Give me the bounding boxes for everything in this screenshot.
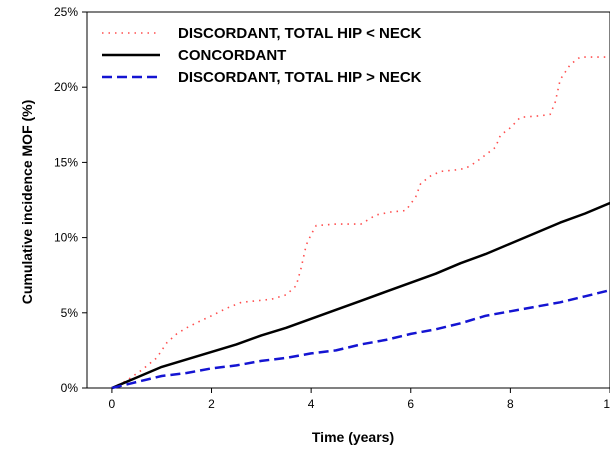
plot-area — [86, 11, 610, 389]
x-axis-title: Time (years) — [312, 429, 394, 445]
axis-ticks: 0 2 4 6 8 10 0% 5% 10% 15% 20% 25% — [54, 5, 610, 411]
series-line-1 — [111, 56, 610, 389]
legend-label-2: CONCORDANT — [178, 47, 286, 64]
legend-label-1: DISCORDANT, TOTAL HIP < NECK — [178, 25, 422, 42]
y-tick-label: 0% — [61, 381, 79, 395]
series-layer — [111, 56, 610, 390]
legend: DISCORDANT, TOTAL HIP < NECK CONCORDANT DI… — [102, 25, 422, 86]
x-tick-label: 10 — [603, 397, 610, 411]
x-tick-label: 8 — [507, 397, 514, 411]
y-tick-label: 10% — [54, 231, 78, 245]
x-tick-label: 4 — [308, 397, 315, 411]
series-line-3 — [111, 288, 610, 390]
series-line-2 — [111, 201, 610, 390]
y-tick-label: 20% — [54, 80, 78, 94]
plot-border — [86, 11, 610, 389]
y-axis-title: Cumulative incidence MOF (%) — [19, 100, 35, 305]
x-tick-label: 0 — [109, 397, 116, 411]
y-tick-label: 15% — [54, 155, 78, 169]
x-tick-label: 6 — [407, 397, 414, 411]
x-tick-label: 2 — [208, 397, 215, 411]
y-tick-label: 5% — [61, 306, 79, 320]
y-tick-label: 25% — [54, 5, 78, 19]
legend-label-3: DISCORDANT, TOTAL HIP > NECK — [178, 69, 422, 86]
